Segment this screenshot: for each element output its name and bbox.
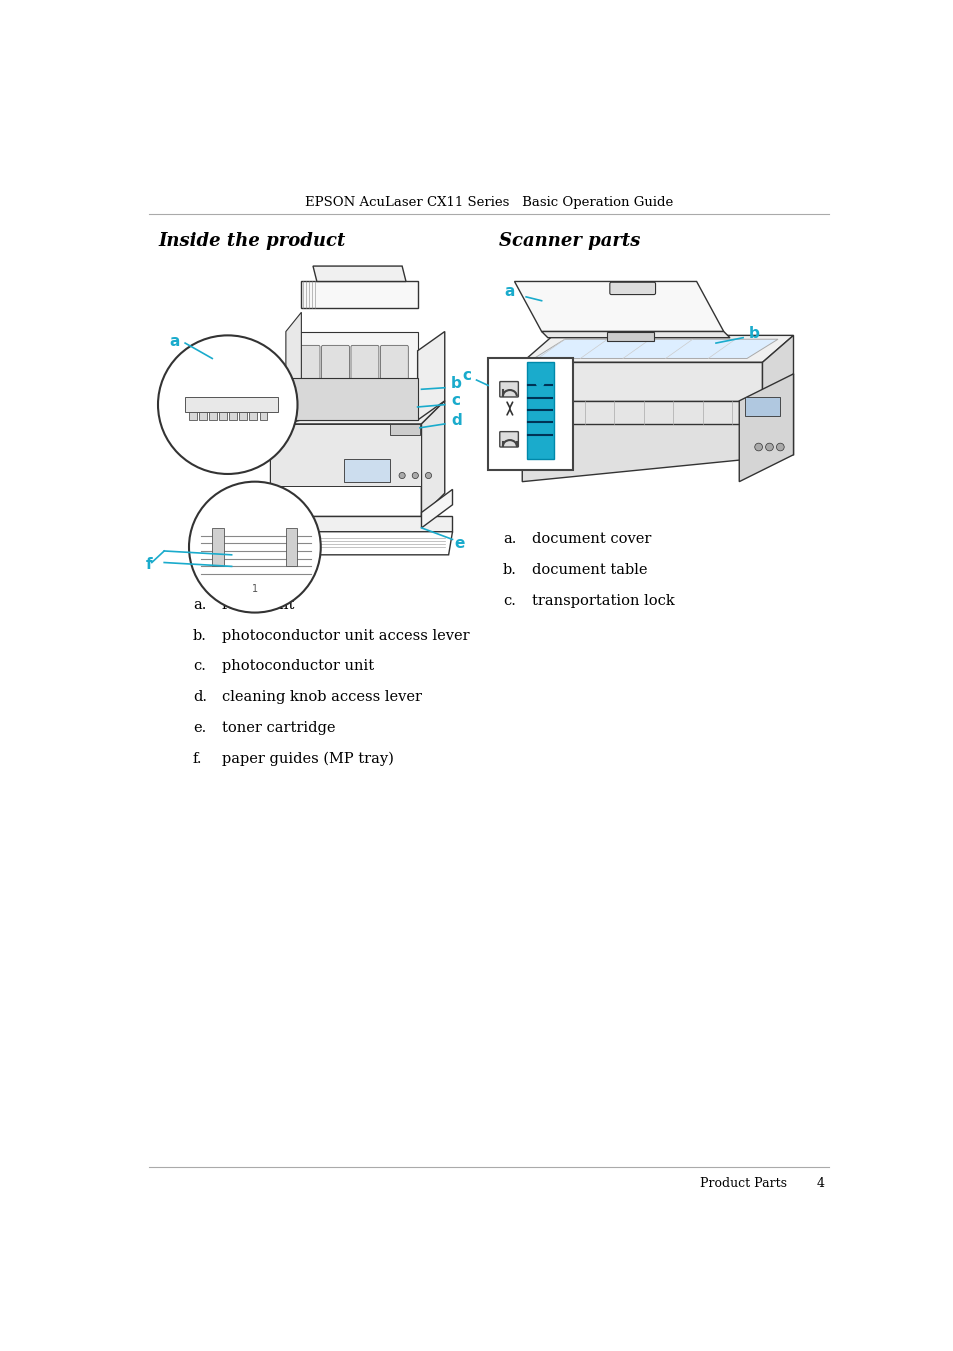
Polygon shape: [270, 401, 444, 424]
Circle shape: [412, 473, 418, 478]
Polygon shape: [521, 401, 761, 424]
FancyBboxPatch shape: [321, 346, 349, 417]
Bar: [286, 528, 297, 566]
Text: c.: c.: [193, 659, 206, 673]
Polygon shape: [739, 374, 793, 482]
FancyBboxPatch shape: [499, 381, 517, 397]
Text: EPSON AcuLaser CX11 Series   Basic Operation Guide: EPSON AcuLaser CX11 Series Basic Operati…: [304, 196, 673, 208]
Text: b.: b.: [193, 628, 207, 643]
Polygon shape: [521, 335, 793, 362]
Text: b: b: [748, 327, 759, 342]
Polygon shape: [541, 331, 729, 338]
Polygon shape: [421, 401, 444, 516]
Bar: [270, 424, 421, 485]
Bar: [390, 424, 419, 435]
Text: photoconductor unit access lever: photoconductor unit access lever: [221, 628, 469, 643]
Circle shape: [158, 335, 297, 474]
Bar: [286, 378, 417, 420]
Bar: [259, 403, 267, 420]
Polygon shape: [514, 281, 723, 331]
Polygon shape: [286, 331, 417, 420]
Text: cleaning knob access lever: cleaning knob access lever: [221, 690, 421, 704]
Text: toner cartridge: toner cartridge: [221, 721, 335, 735]
Polygon shape: [286, 312, 301, 424]
Text: Scanner parts: Scanner parts: [498, 232, 639, 250]
Circle shape: [425, 473, 431, 478]
Bar: [219, 403, 227, 420]
Text: document table: document table: [532, 563, 647, 577]
Bar: [239, 403, 247, 420]
FancyBboxPatch shape: [609, 282, 655, 295]
Circle shape: [776, 443, 783, 451]
Text: b.: b.: [502, 563, 517, 577]
Bar: [212, 528, 224, 566]
Circle shape: [398, 473, 405, 478]
Polygon shape: [421, 489, 452, 528]
Polygon shape: [270, 424, 421, 516]
Polygon shape: [185, 397, 278, 412]
Bar: [526, 362, 554, 458]
Text: a.: a.: [193, 598, 206, 612]
Text: c.: c.: [502, 594, 516, 608]
Text: paper guides (MP tray): paper guides (MP tray): [221, 751, 393, 766]
Polygon shape: [313, 266, 406, 281]
Bar: [249, 403, 257, 420]
Bar: [744, 397, 780, 416]
Text: e.: e.: [193, 721, 206, 735]
Text: c: c: [451, 393, 459, 408]
Text: transportation lock: transportation lock: [532, 594, 675, 608]
Bar: [607, 331, 654, 340]
Polygon shape: [761, 335, 793, 401]
Text: f.: f.: [193, 753, 202, 766]
Circle shape: [189, 482, 320, 612]
Bar: [488, 358, 573, 470]
Polygon shape: [534, 339, 778, 358]
FancyBboxPatch shape: [499, 431, 517, 447]
FancyBboxPatch shape: [292, 346, 319, 417]
Text: c: c: [461, 367, 471, 382]
Text: a: a: [170, 334, 180, 349]
Text: b: b: [451, 377, 461, 392]
Text: 1: 1: [252, 585, 257, 594]
Text: photoconductor unit: photoconductor unit: [221, 659, 374, 673]
Text: fuser unit: fuser unit: [221, 598, 294, 612]
Text: Inside the product: Inside the product: [158, 232, 345, 250]
FancyBboxPatch shape: [380, 346, 408, 417]
Polygon shape: [521, 374, 793, 482]
Text: 4: 4: [816, 1177, 823, 1190]
Bar: [209, 403, 216, 420]
Text: a.: a.: [502, 532, 516, 546]
Circle shape: [754, 443, 761, 451]
Text: d.: d.: [193, 690, 207, 704]
Bar: [199, 403, 207, 420]
Polygon shape: [417, 331, 444, 420]
Circle shape: [765, 443, 773, 451]
Polygon shape: [270, 516, 452, 532]
Polygon shape: [266, 532, 452, 555]
Bar: [229, 403, 236, 420]
Text: f: f: [145, 557, 152, 571]
Text: d: d: [451, 412, 461, 427]
Bar: [344, 458, 390, 482]
Text: document cover: document cover: [532, 532, 651, 546]
Bar: [189, 403, 196, 420]
Text: e: e: [454, 536, 464, 551]
Polygon shape: [301, 281, 417, 308]
FancyBboxPatch shape: [351, 346, 378, 417]
Text: a: a: [503, 284, 514, 299]
Polygon shape: [521, 362, 761, 401]
Text: Product Parts: Product Parts: [700, 1177, 786, 1190]
